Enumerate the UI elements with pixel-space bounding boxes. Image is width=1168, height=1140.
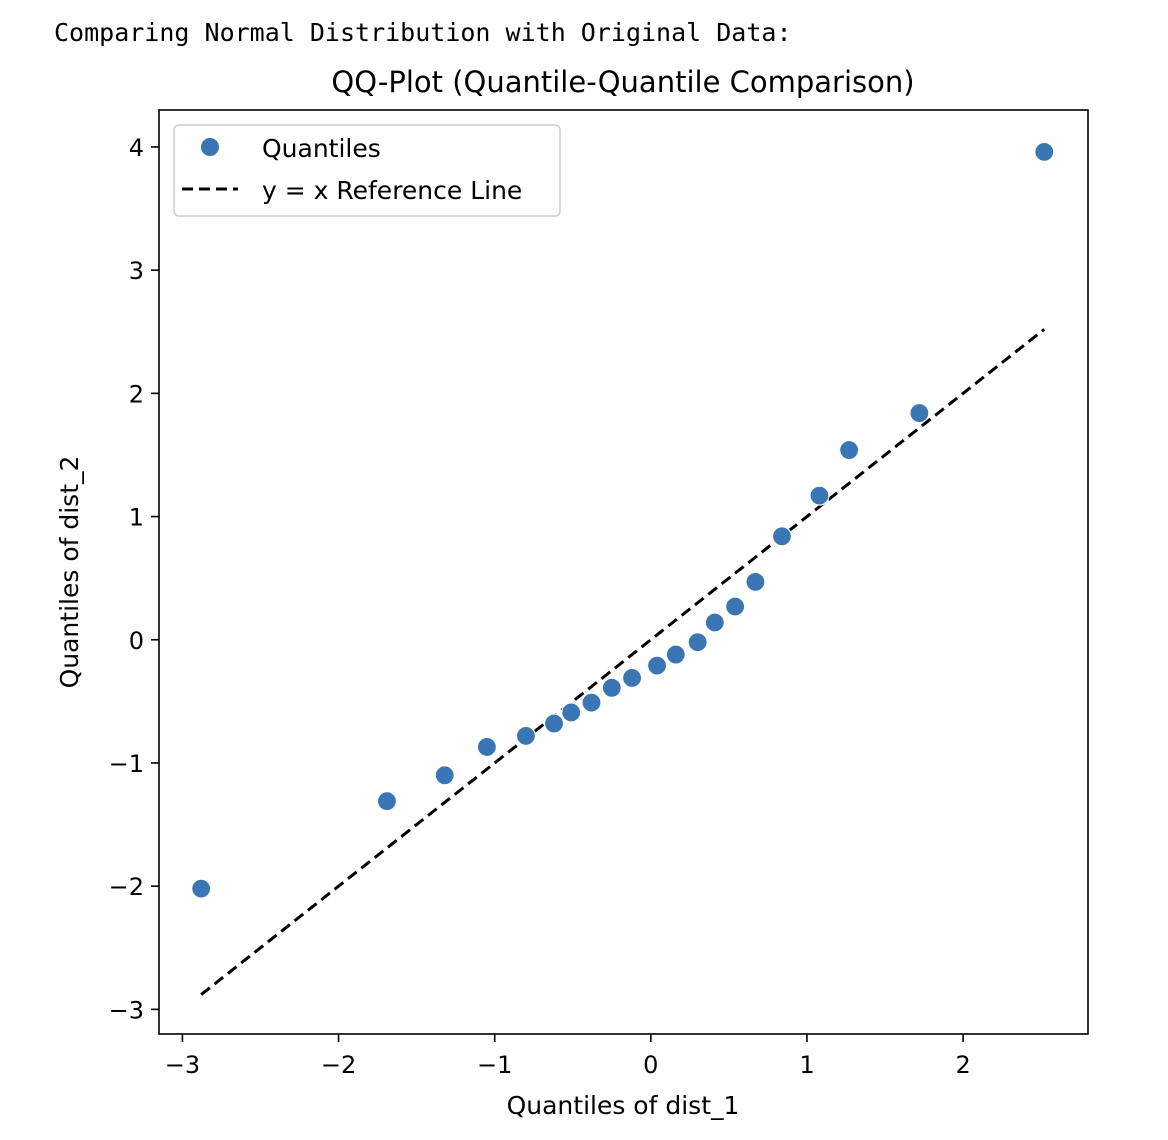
x-tick-label: −2 xyxy=(321,1051,356,1079)
legend-box xyxy=(173,124,561,217)
y-tick-label: 0 xyxy=(129,627,144,655)
scatter-point xyxy=(745,571,766,592)
scatter-point xyxy=(601,677,622,698)
scatter-point xyxy=(376,791,398,812)
y-tick-label: 1 xyxy=(129,504,144,532)
y-tick-label: 2 xyxy=(129,380,144,408)
output-caption: Comparing Normal Distribution with Origi… xyxy=(54,18,792,47)
scatter-point xyxy=(839,439,860,461)
scatter-point xyxy=(646,655,668,676)
scatter-point xyxy=(909,402,930,424)
legend-label-reference: y = x Reference Line xyxy=(262,176,522,205)
reference-line xyxy=(200,328,1046,996)
x-tick-label: 2 xyxy=(955,1051,970,1079)
scatter-point xyxy=(621,667,643,689)
y-tick-label: 4 xyxy=(129,134,144,162)
scatter-point xyxy=(1034,141,1055,162)
scatter-point xyxy=(191,878,212,899)
x-tick-label: 0 xyxy=(643,1051,658,1079)
scatter-point xyxy=(687,632,708,653)
scatter-point xyxy=(434,765,455,786)
scatter-point xyxy=(665,644,686,665)
y-tick-label: 3 xyxy=(129,257,144,285)
y-tick-label: −3 xyxy=(109,996,144,1024)
y-tick-label: −1 xyxy=(109,750,144,778)
x-tick-label: −1 xyxy=(477,1051,512,1079)
y-axis-label: Quantiles of dist_2 xyxy=(55,456,84,689)
x-axis-label: Quantiles of dist_1 xyxy=(507,1091,740,1120)
plot-frame xyxy=(158,109,1089,1035)
scatter-point xyxy=(515,725,537,746)
legend-label-quantiles: Quantiles xyxy=(262,134,381,163)
legend: Quantiles y = x Reference Line xyxy=(173,124,561,217)
axis-ticks: −3 −2 −1 0 1 2 −3 −2 −1 0 1 2 3 4 xyxy=(109,134,971,1079)
y-tick-label: −2 xyxy=(109,873,144,901)
plot-area xyxy=(191,141,1055,996)
scatter-point xyxy=(476,736,497,758)
scatter-point xyxy=(704,612,725,633)
legend-marker-quantiles xyxy=(201,138,219,156)
scatter-point xyxy=(581,692,602,713)
scatter-point xyxy=(725,596,746,617)
scatter-point xyxy=(561,702,582,723)
x-tick-label: −3 xyxy=(165,1051,200,1079)
scatter-point xyxy=(771,526,793,547)
x-tick-label: 1 xyxy=(799,1051,814,1079)
chart-title: QQ-Plot (Quantile-Quantile Comparison) xyxy=(331,65,914,99)
scatter-point xyxy=(543,713,565,734)
scatter-point xyxy=(809,485,830,506)
